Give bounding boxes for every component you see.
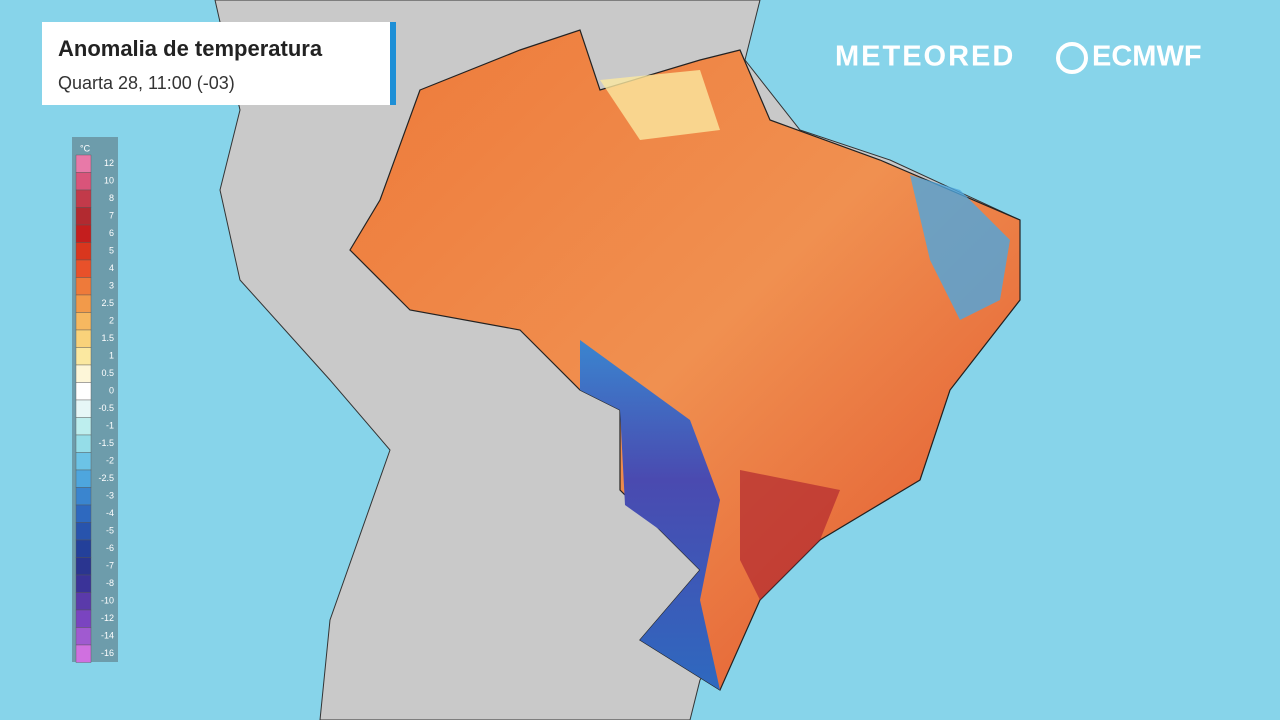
legend-label: -8 <box>106 578 114 588</box>
ecmwf-icon <box>1056 42 1088 74</box>
cold-anomaly <box>580 340 720 690</box>
legend-label: 0.5 <box>101 368 114 378</box>
legend-label: -7 <box>106 561 114 571</box>
legend-label: 3 <box>109 281 114 291</box>
subtitle: Quarta 28, 11:00 (-03) <box>58 73 235 93</box>
legend-swatch <box>75 277 92 296</box>
legend-swatch <box>75 242 92 261</box>
title-box <box>42 22 390 105</box>
legend-swatch <box>75 452 92 471</box>
legend-swatch <box>75 522 92 541</box>
legend-label: -4 <box>106 508 114 518</box>
legend-label: 4 <box>109 263 114 273</box>
legend-label: 7 <box>109 211 114 221</box>
legend-label: 2 <box>109 316 114 326</box>
legend-label: 6 <box>109 228 114 238</box>
legend-label: -2 <box>106 456 114 466</box>
strong-anomaly-southeast <box>740 470 840 600</box>
legend-swatch <box>75 364 92 383</box>
legend-swatch <box>75 627 92 646</box>
legend-swatch <box>75 347 92 366</box>
legend-label: -3 <box>106 491 114 501</box>
legend-label: -16 <box>101 648 114 658</box>
legend-label: -1 <box>106 421 114 431</box>
legend-label: 5 <box>109 246 114 256</box>
title: Anomalia de temperatura <box>58 36 323 61</box>
legend-swatch <box>75 609 92 628</box>
legend-swatch <box>75 207 92 226</box>
legend-swatch <box>75 644 92 663</box>
legend-swatch <box>75 469 92 488</box>
legend-label: 0 <box>109 386 114 396</box>
meteored-logo: METEORED <box>835 41 1015 73</box>
legend-swatch <box>75 294 92 313</box>
legend-label: -6 <box>106 543 114 553</box>
legend-label: -1.5 <box>98 438 114 448</box>
title-accent <box>390 22 396 105</box>
legend-swatch <box>75 382 92 401</box>
legend: 12 10 8 7 6 5 4 3 2.5 2 1.5 1 0.5 0 -0.5 -1 -1.5 -2 -2.5 -3… <box>75 154 114 663</box>
ecmwf-logo: ECMWF <box>1092 41 1202 73</box>
legend-unit: °C <box>80 143 91 153</box>
legend-label: -2.5 <box>98 473 114 483</box>
legend-label: -10 <box>101 596 114 606</box>
legend-swatch <box>75 399 92 418</box>
legend-swatch <box>75 329 92 348</box>
cold-anomaly-northeast <box>910 175 1010 320</box>
legend-label: -12 <box>101 613 114 623</box>
legend-label: -5 <box>106 526 114 536</box>
legend-swatch <box>75 312 92 331</box>
legend-label: -0.5 <box>98 403 114 413</box>
legend-label: 10 <box>104 176 114 186</box>
mild-anomaly-north <box>600 70 720 140</box>
legend-label: 1.5 <box>101 333 114 343</box>
legend-swatch <box>75 487 92 506</box>
legend-swatch <box>75 154 92 173</box>
legend-swatch <box>75 417 92 436</box>
legend-swatch <box>75 224 92 243</box>
legend-swatch <box>75 259 92 278</box>
legend-label: 8 <box>109 193 114 203</box>
legend-label: 1 <box>109 351 114 361</box>
legend-swatch <box>75 189 92 208</box>
legend-swatch <box>75 574 92 593</box>
legend-swatch <box>75 539 92 558</box>
legend-swatch <box>75 172 92 191</box>
legend-label: -14 <box>101 631 114 641</box>
legend-swatch <box>75 504 92 523</box>
legend-swatch <box>75 434 92 453</box>
legend-label: 2.5 <box>101 298 114 308</box>
legend-swatch <box>75 592 92 611</box>
legend-label: 12 <box>104 158 114 168</box>
legend-swatch <box>75 557 92 576</box>
